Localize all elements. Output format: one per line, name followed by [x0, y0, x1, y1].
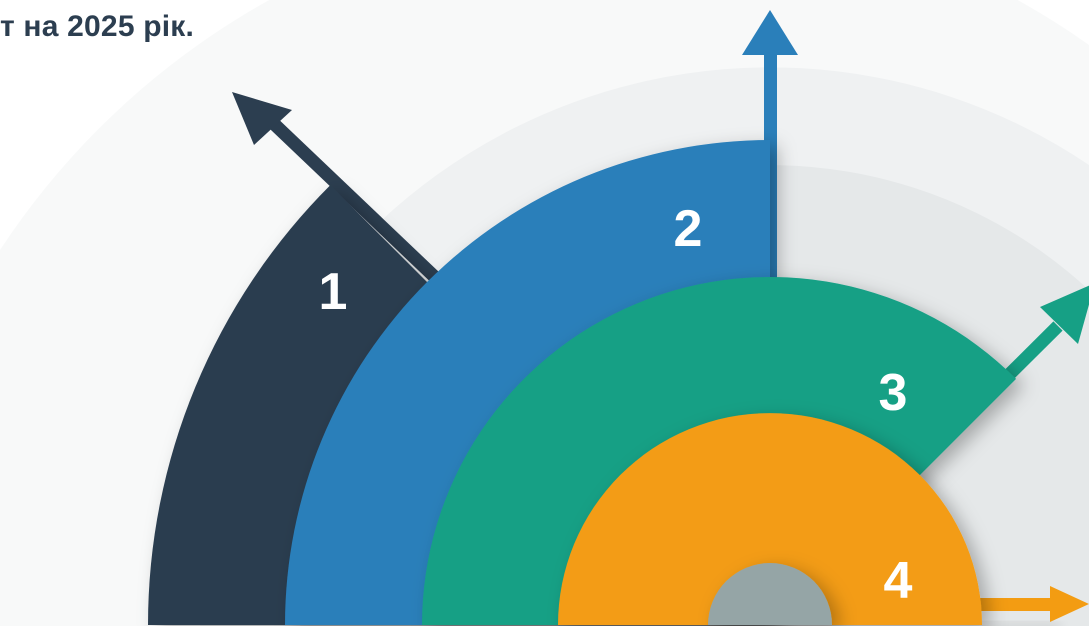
step-4-number: 4 — [884, 552, 913, 610]
arrow-step-1 — [232, 92, 445, 287]
page-title: т на 2025 рік. — [0, 10, 195, 43]
step-1-number: 1 — [319, 263, 348, 321]
center-hub — [708, 563, 832, 625]
step-4-band — [558, 413, 982, 625]
bottom-edge — [0, 626, 1089, 636]
step-3-number: 3 — [879, 364, 908, 422]
step-2-number: 2 — [674, 200, 703, 258]
